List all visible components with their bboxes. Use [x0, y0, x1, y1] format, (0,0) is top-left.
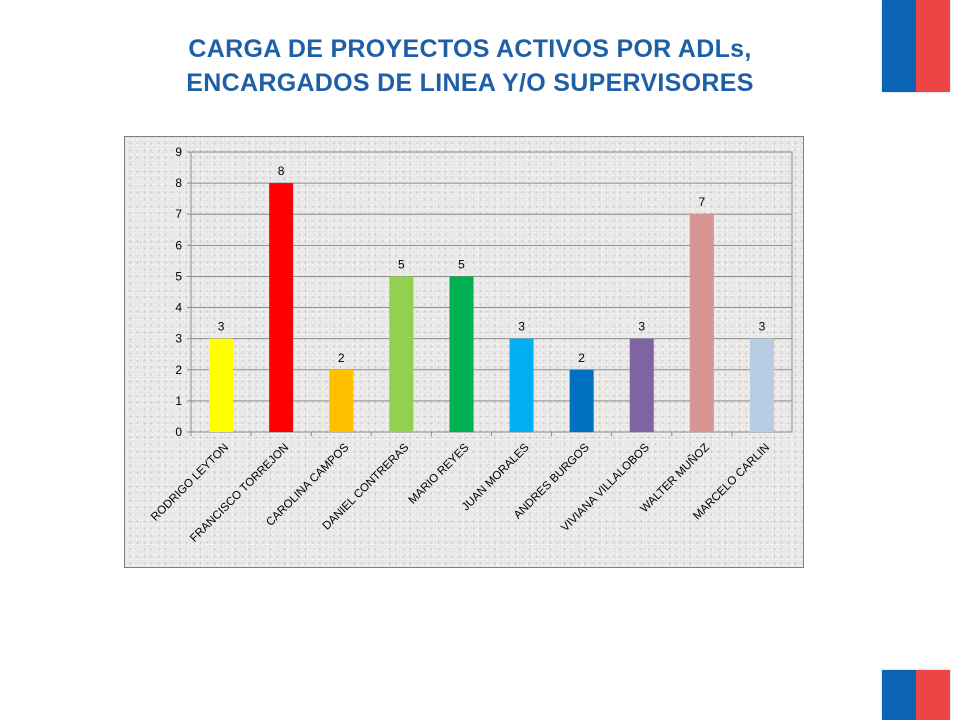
chile-flag-logo-top: [882, 0, 950, 92]
bar: [689, 214, 714, 432]
data-label: 3: [759, 320, 766, 334]
flag-blue-band: [882, 0, 916, 92]
y-tick-label: 3: [175, 332, 182, 346]
bar: [389, 276, 414, 432]
data-label: 8: [278, 164, 285, 178]
bar-chart: 0 1 2 3 4 5 6 7 8 9 3 RODRIGO LEYTON 8 FRANCISCO TORR…: [124, 136, 804, 568]
chile-flag-logo-bottom: [882, 670, 950, 720]
data-label: 5: [398, 257, 405, 271]
bar: [269, 183, 294, 432]
y-tick-label: 0: [175, 425, 182, 439]
y-tick-label: 9: [175, 145, 182, 159]
y-tick-label: 6: [175, 238, 182, 252]
y-tick-label: 1: [175, 394, 182, 408]
y-tick-label: 7: [175, 207, 182, 221]
data-label: 3: [518, 320, 525, 334]
y-tick-label: 4: [175, 301, 182, 315]
bar: [329, 369, 354, 432]
bar: [749, 338, 774, 432]
flag-blue-band: [882, 670, 916, 720]
bar: [569, 369, 594, 432]
data-label: 5: [458, 257, 465, 271]
x-tick-label: MARIO REYES: [407, 441, 472, 506]
flag-red-band: [916, 0, 950, 92]
data-label: 3: [638, 320, 645, 334]
bar: [449, 276, 474, 432]
bar: [629, 338, 654, 432]
data-label: 3: [218, 320, 225, 334]
flag-red-band: [916, 670, 950, 720]
page-title-line-1: CARGA DE PROYECTOS ACTIVOS POR ADLs,: [188, 35, 752, 63]
data-label: 2: [338, 351, 345, 365]
page-title-line-2: ENCARGADOS DE LINEA Y/O SUPERVISORES: [186, 69, 754, 97]
y-tick-label: 5: [175, 269, 182, 283]
data-label: 2: [578, 351, 585, 365]
x-tick-label: FRANCISCO TORREJON: [188, 442, 291, 545]
y-tick-label: 8: [175, 176, 182, 190]
bar: [509, 338, 534, 432]
data-label: 7: [699, 195, 706, 209]
y-tick-label: 2: [175, 363, 182, 377]
page-title: CARGA DE PROYECTOS ACTIVOS POR ADLs, ENC…: [100, 32, 840, 100]
bar: [209, 338, 234, 432]
